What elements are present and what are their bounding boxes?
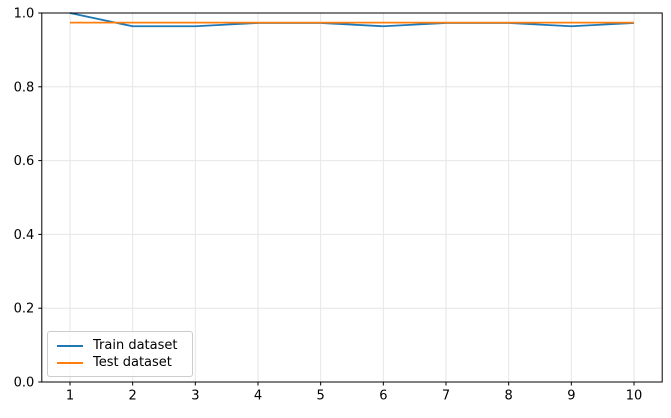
x-tick-label: 9 (567, 389, 575, 404)
x-tick-label: 3 (191, 389, 199, 404)
legend: Train dataset Test dataset (47, 331, 193, 377)
y-tick-label: 0.6 (14, 154, 35, 169)
x-tick-label: 4 (254, 389, 262, 404)
legend-item-train: Train dataset (57, 337, 182, 354)
x-tick-label: 5 (317, 389, 325, 404)
test-line-swatch (57, 361, 83, 364)
x-tick-label: 1 (66, 389, 74, 404)
x-tick-label: 7 (442, 389, 450, 404)
series-line-train (69, 12, 635, 28)
y-tick-label: 0.8 (14, 80, 35, 95)
y-tick-label: 0.2 (14, 302, 35, 317)
train-line-swatch (57, 344, 83, 347)
axes-frame (41, 12, 663, 383)
y-tick-label: 1.0 (14, 7, 35, 22)
x-tick-label: 8 (505, 389, 513, 404)
y-tick-label: 0.0 (14, 376, 35, 391)
y-tick-label: 0.4 (14, 228, 35, 243)
train-legend-label: Train dataset (93, 338, 178, 353)
test-legend-label: Test dataset (93, 355, 172, 370)
x-tick-label: 10 (626, 389, 643, 404)
legend-item-test: Test dataset (57, 354, 182, 371)
x-tick-label: 2 (129, 389, 137, 404)
x-tick-label: 6 (379, 389, 387, 404)
